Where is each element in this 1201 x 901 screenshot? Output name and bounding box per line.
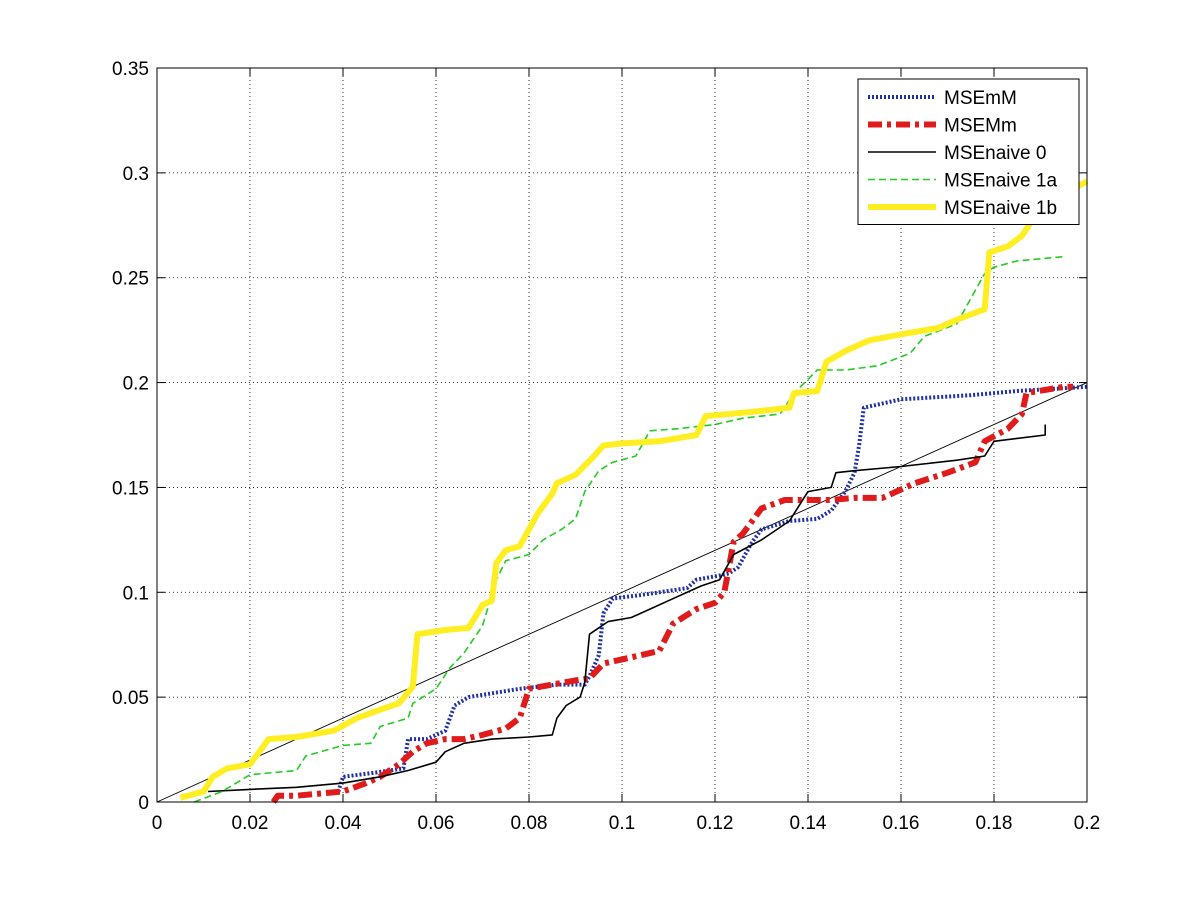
legend-label: MSEnaive 0	[944, 143, 1046, 164]
ticks: 0 0.02 0.04 0.06 0.08 0.1 0.12 0.14 0.16 0.18 0.2 0…	[112, 59, 1100, 834]
series-group	[179, 178, 1089, 804]
legend-label: MSEMm	[944, 116, 1017, 137]
x-tick-label: 0.14	[790, 813, 827, 834]
x-tick-label: 0.04	[325, 813, 362, 834]
x-tick-label: 0.2	[1074, 813, 1100, 834]
x-tick-label: 0.16	[883, 813, 920, 834]
series-line-msenaive-1b	[179, 178, 1089, 801]
y-tick-label: 0.05	[112, 688, 149, 709]
x-tick-label: 0.18	[976, 813, 1013, 834]
y-tick-label: 0	[138, 793, 149, 814]
y-tick-label: 0.1	[123, 583, 149, 604]
y-tick-label: 0.15	[112, 478, 149, 499]
x-tick-label: 0.06	[418, 813, 455, 834]
legend: MSEmM MSEMm MSEnaive 0 MSEnaive 1a MSEnaive …	[857, 78, 1080, 225]
x-tick-label: 0	[152, 813, 163, 834]
y-tick-label: 0.25	[112, 269, 149, 290]
series-line-msenaive-0	[208, 424, 1046, 793]
x-tick-label: 0.02	[232, 813, 269, 834]
y-tick-label: 0.3	[123, 164, 149, 185]
series-line-msemm	[270, 383, 1073, 804]
series-line-msemm	[336, 384, 1088, 793]
series-line-msenaive-1a	[193, 255, 1064, 803]
y-tick-label: 0.35	[112, 59, 149, 80]
x-tick-label: 0.1	[609, 813, 635, 834]
legend-label: MSEnaive 1b	[944, 198, 1057, 219]
y-tick-label: 0.2	[123, 374, 149, 395]
legend-label: MSEmM	[944, 88, 1017, 109]
x-tick-label: 0.08	[511, 813, 548, 834]
x-tick-label: 0.12	[697, 813, 734, 834]
legend-label: MSEnaive 1a	[944, 171, 1057, 192]
